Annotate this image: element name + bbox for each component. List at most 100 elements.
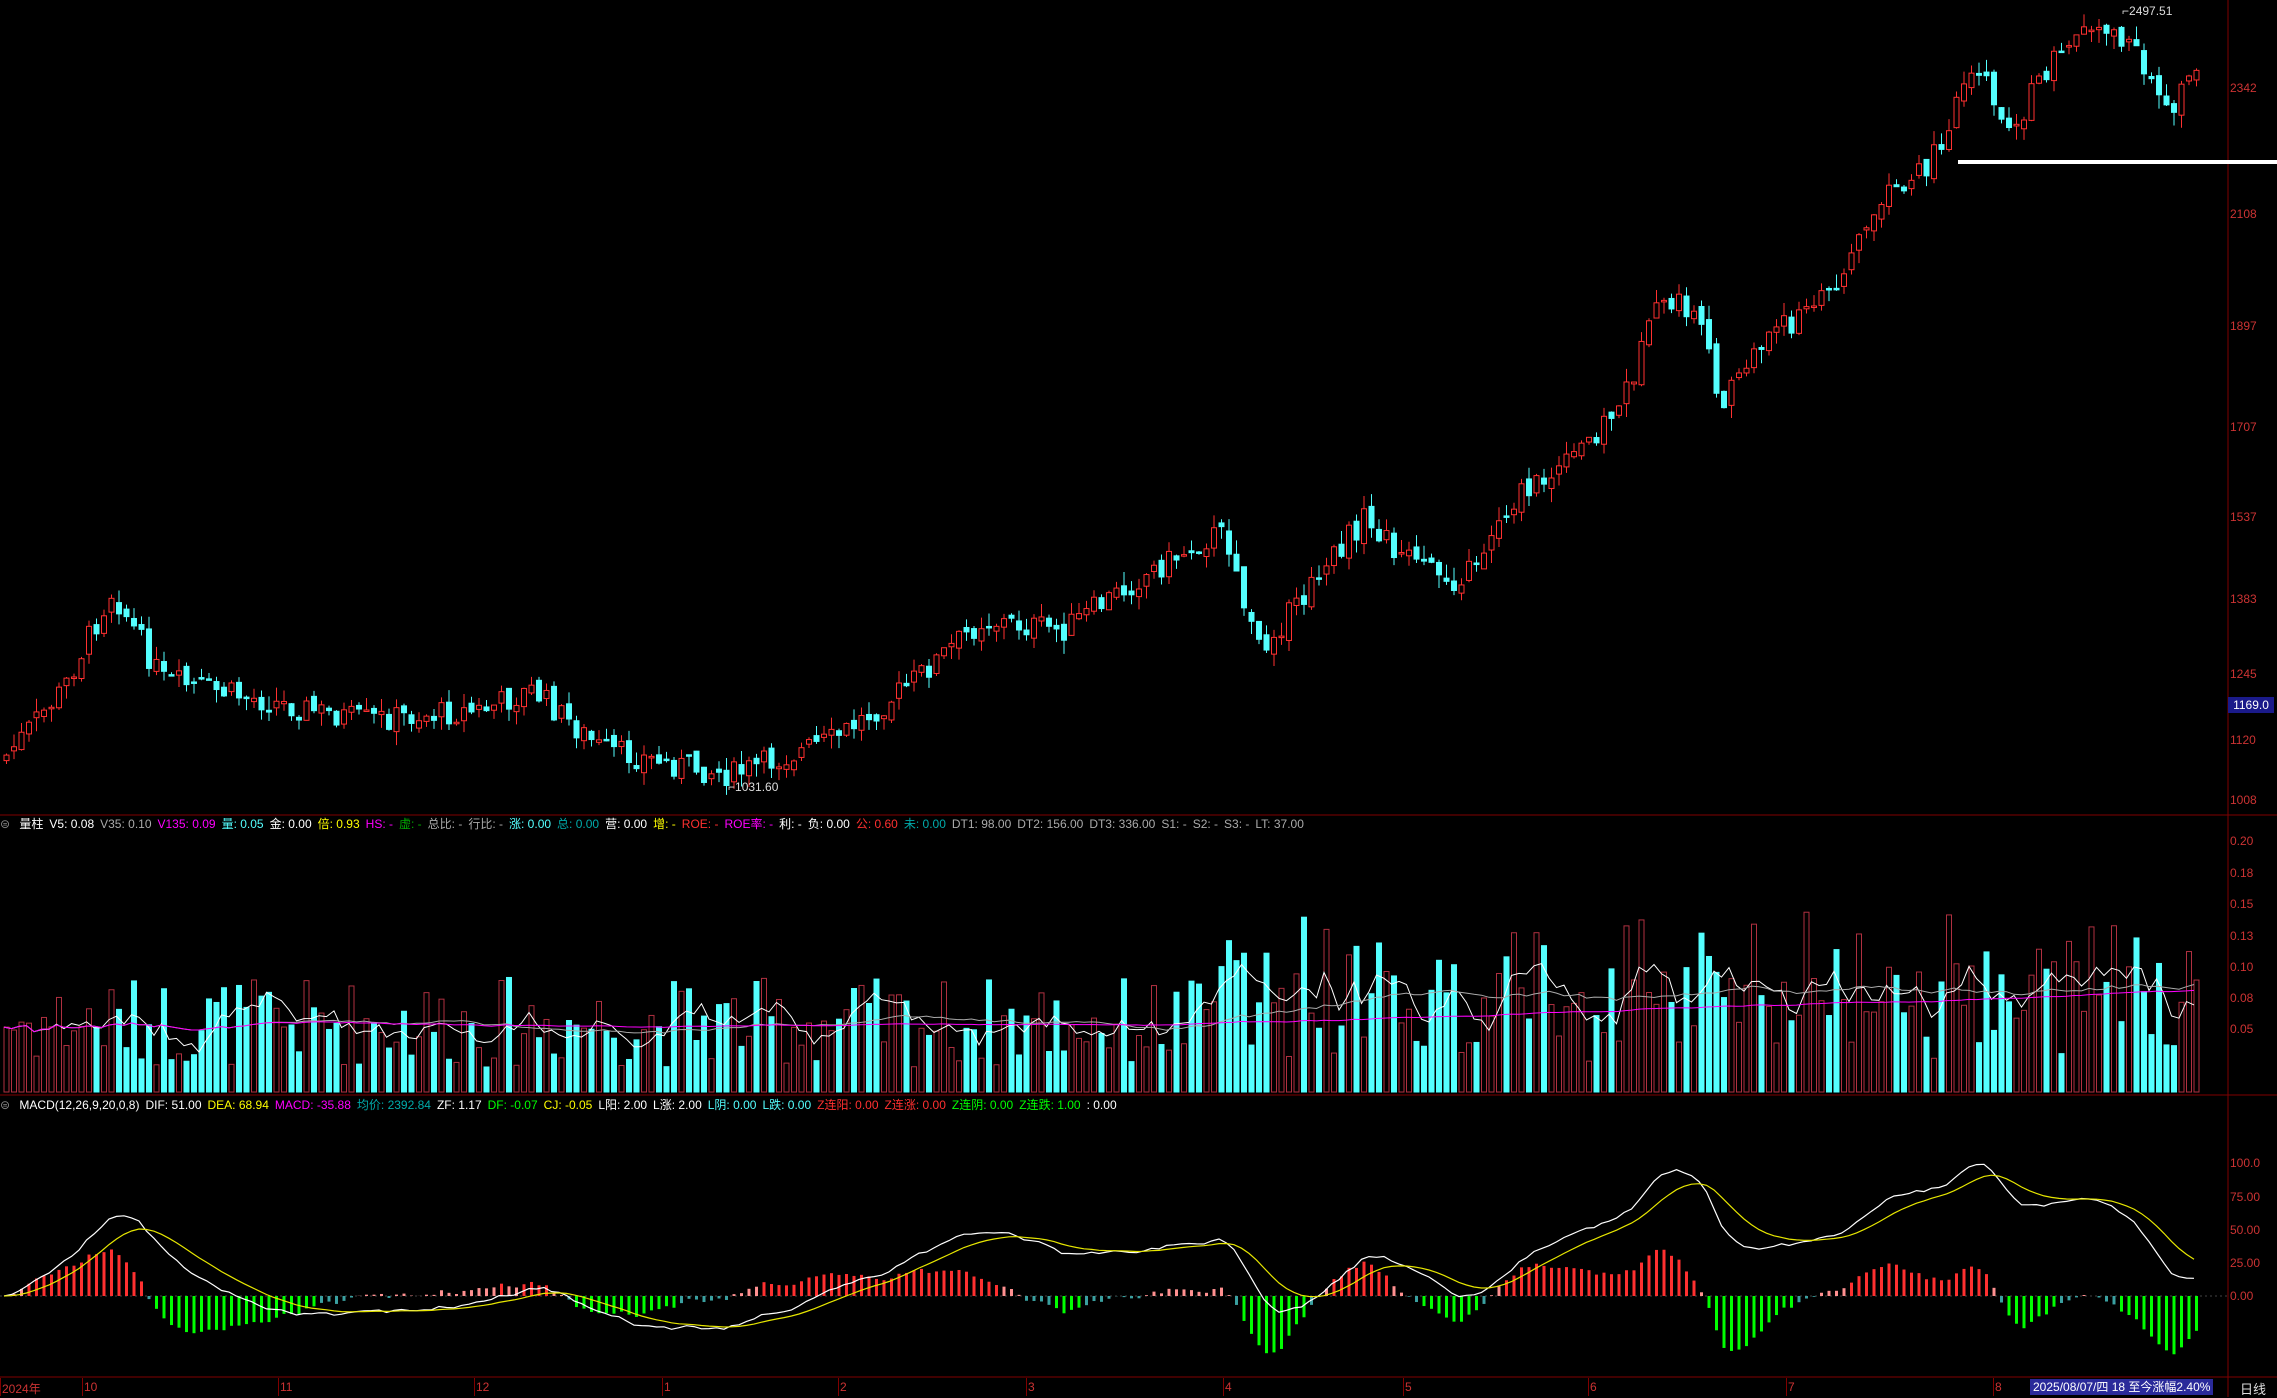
volume-bar (124, 1048, 129, 1092)
volume-bar (1377, 943, 1382, 1092)
macd-tick-label: 50.00 (2230, 1223, 2277, 1237)
candle-down (1009, 615, 1014, 618)
candle-up (1489, 536, 1494, 550)
time-axis-label: 10 (84, 1380, 97, 1394)
volume-bar (117, 1009, 122, 1092)
candle-down (1827, 289, 1832, 291)
macd-bar (1753, 1296, 1756, 1338)
candle-down (964, 627, 969, 631)
macd-bar (1573, 1268, 1576, 1296)
volume-bar (94, 1028, 99, 1092)
candle-down (1392, 533, 1397, 557)
candle-down (589, 731, 594, 739)
volume-bar (1857, 934, 1862, 1092)
candle-up (559, 706, 564, 719)
candle-up (1144, 575, 1149, 587)
candle-up (529, 685, 534, 693)
candle-up (1639, 341, 1644, 384)
candle-up (1467, 561, 1472, 580)
candle-up (1084, 609, 1089, 615)
volume-indicator-item: 总比: - (428, 817, 463, 831)
macd-bar (958, 1270, 961, 1296)
candle-down (1504, 516, 1509, 518)
volume-bar (222, 988, 227, 1092)
candle-up (499, 692, 504, 703)
candle-down (2164, 96, 2169, 105)
macd-bar (1438, 1296, 1441, 1313)
low-marker-icon: ⌐ (728, 780, 735, 794)
volume-bar (747, 1036, 752, 1092)
volume-bar (1737, 1022, 1742, 1092)
candle-up (1677, 294, 1682, 310)
macd-bar (1273, 1296, 1276, 1352)
macd-bar (1865, 1272, 1868, 1296)
volume-bar (2157, 963, 2162, 1092)
macd-tick-label: 0.00 (2230, 1289, 2277, 1303)
candle-down (1122, 586, 1127, 595)
macd-bar (763, 1282, 766, 1296)
volume-bar (934, 1031, 939, 1092)
volume-bar (2059, 1054, 2064, 1092)
volume-bar (1954, 964, 1959, 1092)
volume-bar (889, 995, 894, 1092)
candle-up (582, 728, 587, 741)
macd-bar (65, 1266, 68, 1296)
macd-bar (838, 1275, 841, 1296)
macd-bar (200, 1296, 203, 1332)
volume-indicator-item: 行比: - (468, 817, 503, 831)
volume-tick-label: 0.18 (2230, 866, 2277, 880)
volume-bar (1587, 1061, 1592, 1092)
macd-bar (1288, 1296, 1291, 1336)
macd-histogram[interactable] (13, 1249, 2199, 1354)
macd-bar (1685, 1271, 1688, 1296)
volume-bar (904, 1001, 909, 1092)
candle-up (102, 616, 107, 634)
macd-bar (1130, 1296, 1133, 1298)
candle-up (1549, 478, 1554, 488)
candle-down (1594, 438, 1599, 443)
panel-menu-icon[interactable]: ⊜ (0, 1098, 10, 1112)
volume-bar (169, 1060, 174, 1092)
candle-down (507, 688, 512, 709)
macd-bar (740, 1293, 743, 1296)
candle-up (1842, 274, 1847, 287)
macd-bar (1693, 1281, 1696, 1296)
volume-bar (1437, 960, 1442, 1092)
volume-bar (694, 1040, 699, 1092)
candle-up (2089, 30, 2094, 32)
candle-up (1804, 307, 1809, 309)
volume-bar (1647, 993, 1652, 1092)
volume-bar (1294, 974, 1299, 1092)
candle-up (1114, 588, 1119, 597)
candle-up (777, 767, 782, 769)
volume-bar (657, 1027, 662, 1092)
candle-down (484, 707, 489, 711)
volume-bar (739, 1046, 744, 1092)
macd-bar (1205, 1293, 1208, 1296)
macd-bar (1940, 1280, 1943, 1296)
volume-bar (19, 1022, 24, 1092)
volume-bar (1752, 924, 1757, 1092)
time-axis-label: 6 (1590, 1380, 1597, 1394)
candle-down (867, 714, 872, 719)
candle-down (567, 704, 572, 719)
period-button[interactable]: 日线 (2240, 1379, 2266, 1398)
time-axis-tick (1403, 1378, 1404, 1396)
volume-bar (1609, 969, 1614, 1092)
volume-bar (1714, 972, 1719, 1092)
macd-bar (1603, 1273, 1606, 1296)
macd-bar (1348, 1268, 1351, 1296)
candle-down (537, 680, 542, 701)
panel-menu-icon[interactable]: ⊜ (0, 817, 10, 831)
dif-line (4, 1164, 2194, 1329)
macd-bar (935, 1271, 938, 1296)
volume-bar (72, 1031, 77, 1092)
candle-up (1617, 406, 1622, 415)
candlestick-series[interactable] (4, 14, 2199, 794)
candle-up (1272, 637, 1277, 654)
candle-up (1947, 131, 1952, 150)
volume-bar (559, 1058, 564, 1092)
volume-bar (1617, 1041, 1622, 1092)
macd-bar (1565, 1267, 1568, 1296)
